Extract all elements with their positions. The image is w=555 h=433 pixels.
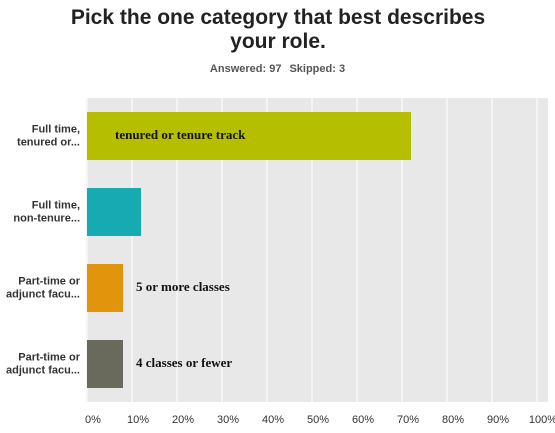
y-tick-label: Full time, [32,123,80,135]
bar-note: 4 classes or fewer [136,355,232,370]
bar-note: 5 or more classes [136,279,230,294]
y-tick-label: Part-time or [18,275,80,287]
x-tick-label: 10% [127,414,149,426]
x-tick-label: 90% [487,414,509,426]
y-tick-label: Full time, [32,199,80,211]
y-tick-label: adjunct facu... [6,364,80,376]
x-tick-label: 40% [262,414,284,426]
bar [87,264,123,312]
x-tick-label: 60% [352,414,374,426]
answered: Answered: 97 [209,63,282,75]
bar [87,188,141,236]
bar-note: tenured or tenure track [115,127,246,142]
x-tick-label: 70% [397,414,419,426]
bar [87,112,411,160]
skipped: Skipped: 3 [289,63,346,75]
x-tick-label: 0% [85,414,101,426]
x-tick-label: 50% [307,414,329,426]
x-tick-label: 30% [217,414,239,426]
y-tick-label: Part-time or [18,351,80,363]
bar [87,340,123,388]
chart-title: Pick the one category that best describe… [70,6,486,53]
x-tick-label: 20% [172,414,194,426]
subtitle: Answered: 97 Skipped: 3 [0,63,555,75]
y-tick-label: tenured or... [17,136,80,148]
y-tick-label: adjunct facu... [6,288,80,300]
y-tick-label: non-tenure... [13,212,80,224]
x-tick-label: 80% [442,414,464,426]
x-tick-label: 100% [529,414,555,426]
